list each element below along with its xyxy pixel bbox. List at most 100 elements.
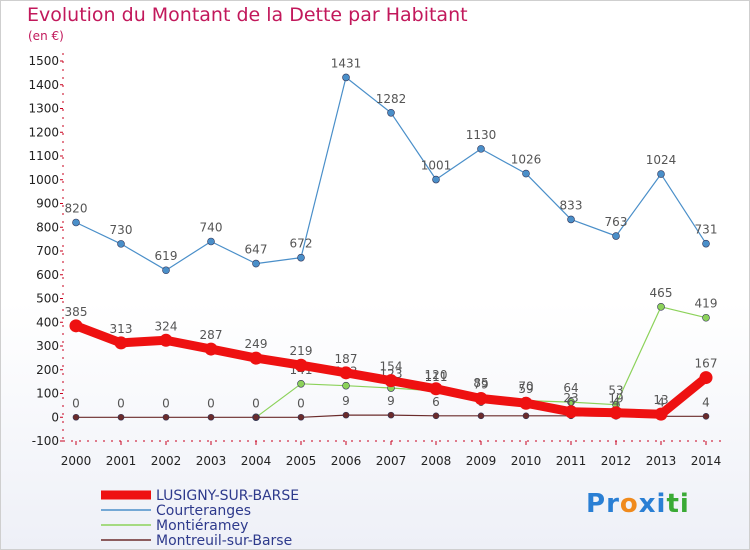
data-label: 53 [608,384,623,398]
x-tick-label: 2000 [61,454,92,468]
data-point [474,391,488,405]
data-point [162,413,170,421]
y-tick-label: 1300 [28,102,59,116]
data-point [477,412,485,420]
data-point [159,333,173,347]
data-label: 1024 [646,153,677,167]
data-label: 19 [608,392,623,406]
x-tick-label: 2009 [466,454,497,468]
data-label: 79 [473,377,488,391]
data-label: 111 [425,370,448,384]
data-point [297,413,305,421]
x-tick-label: 2011 [556,454,587,468]
data-label: 4 [702,395,710,409]
data-point [342,411,350,419]
x-tick-label: 2001 [106,454,137,468]
data-label: 385 [65,305,88,319]
legend-label: Courteranges [156,503,251,519]
data-point [609,406,623,420]
data-point [432,175,440,184]
data-label: 0 [72,396,80,410]
y-tick-label: 200 [36,363,59,377]
data-label: 1001 [421,159,452,173]
y-tick-label: 1200 [28,125,59,139]
data-point [297,379,305,388]
data-label: 820 [65,202,88,216]
y-tick-label: 1000 [28,173,59,187]
data-label: 64 [563,381,578,395]
logo-letter: P [586,489,607,519]
data-label: 167 [695,357,718,371]
data-label: 833 [560,198,583,212]
data-label: 730 [110,223,133,237]
data-point [477,145,485,153]
data-point [699,371,713,385]
data-label: 219 [290,344,313,358]
logo-letter: t [666,489,680,519]
y-tick-label: 400 [36,315,59,329]
data-point [522,169,530,178]
chart-title: Evolution du Montant de la Dette par Hab… [27,4,468,26]
data-label: 0 [162,396,170,410]
y-tick-label: 1500 [28,54,59,68]
y-tick-label: 500 [36,292,59,306]
data-label: 287 [200,328,223,342]
y-tick-label: 100 [36,387,59,401]
data-point [522,412,530,420]
data-label: 9 [387,394,395,408]
x-tick-label: 2005 [286,454,317,468]
chart-subtitle: (en €) [28,29,64,43]
data-label: 0 [117,396,125,410]
data-point [339,366,353,380]
data-label: 740 [200,221,223,235]
proxiti-logo: Proxiti [586,489,690,519]
y-tick-label: 600 [36,268,59,282]
data-label: 465 [650,286,673,300]
data-label: 647 [245,243,268,257]
data-label: 672 [290,237,313,251]
logo-letter: i [656,489,667,519]
series-line [75,76,707,271]
data-point [204,342,218,356]
data-label: 6 [432,395,440,409]
data-label: 154 [380,360,403,374]
data-point [117,413,125,421]
data-point [702,239,710,248]
data-point [384,374,398,388]
data-label: 120 [425,368,448,382]
logo-letter: o [619,489,639,519]
data-label: 0 [207,396,215,410]
y-tick-label: 900 [36,197,59,211]
data-label: 1282 [376,92,407,106]
x-tick-label: 2013 [646,454,677,468]
logo-letter: x [638,489,657,519]
data-point [342,73,350,82]
y-tick-label: 1100 [28,149,59,163]
data-point [249,351,263,365]
data-label: 324 [155,319,178,333]
data-point [294,358,308,372]
data-point [429,382,443,396]
x-tick-label: 2010 [511,454,542,468]
data-point [702,313,710,322]
data-label: 249 [245,337,268,351]
data-point [252,259,260,268]
data-label: 6 [567,395,575,409]
data-point [252,413,260,421]
data-point [387,108,395,117]
data-point [567,215,575,224]
data-label: 23 [563,391,578,405]
data-point [657,170,665,178]
data-point [342,381,350,390]
data-point [114,336,128,350]
data-label: 419 [695,297,718,311]
data-point [207,413,215,421]
data-label: 313 [110,322,133,336]
x-tick-label: 2002 [151,454,182,468]
data-point [612,232,620,240]
logo-letter: i [679,489,690,519]
data-point [657,303,665,311]
data-point [654,407,668,421]
data-point [432,412,440,420]
